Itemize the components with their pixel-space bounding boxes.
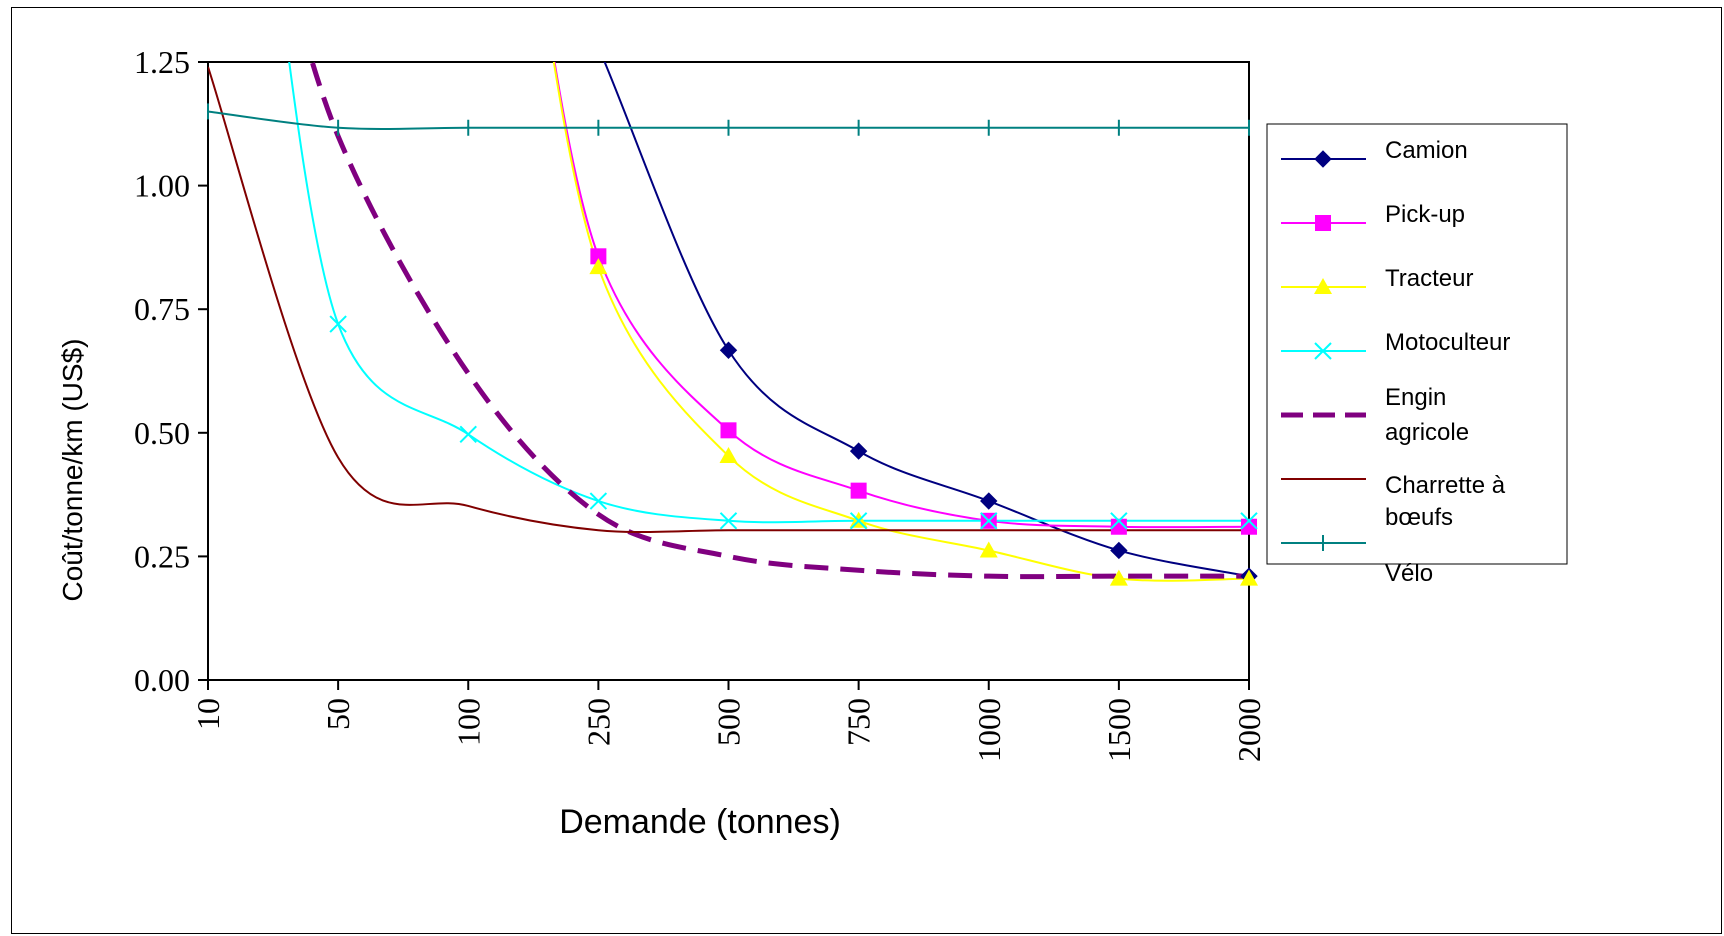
data-point (589, 492, 608, 510)
data-point (849, 512, 868, 530)
legend-label: Vélo (1385, 560, 1433, 587)
legend-label: Charrette à bœufs (1385, 472, 1506, 531)
data-point (329, 315, 347, 333)
data-point (849, 442, 868, 460)
y-tick-label: 0.75 (134, 291, 190, 327)
data-point (719, 447, 738, 464)
x-axis: 10 50 100 250 500 750 1000 1500 2000 (190, 680, 1267, 762)
data-point (1110, 512, 1128, 530)
data-point (1240, 569, 1258, 586)
data-point (1109, 569, 1128, 586)
data-point (1241, 518, 1257, 535)
series-layer (208, 62, 1249, 582)
y-axis-label: Coût/tonne/km (US$) (57, 339, 88, 602)
x-tick-label: 2000 (1231, 698, 1267, 762)
y-tick-label: 0.50 (134, 415, 190, 451)
data-point (589, 258, 608, 275)
x-tick-label: 1000 (971, 698, 1007, 762)
x-tick-label: 250 (580, 698, 616, 746)
y-tick-label: 0.00 (134, 662, 190, 698)
data-point (1240, 512, 1258, 530)
data-point (850, 482, 867, 499)
data-point (1110, 541, 1128, 560)
legend-label: Pick-up (1385, 201, 1465, 228)
legend-label: Tracteur (1385, 265, 1473, 292)
data-point (1110, 518, 1127, 535)
legend-label: Motoculteur (1385, 329, 1510, 356)
legend-label: Engin agricole (1385, 384, 1469, 446)
legend: Camion Pick-up Tracteur Motoculteur Engin agr… (1266, 123, 1568, 587)
x-tick-label: 100 (450, 698, 486, 746)
data-point (719, 341, 738, 359)
data-point (980, 492, 998, 510)
series-line (553, 62, 1249, 529)
x-tick-label: 750 (841, 698, 877, 746)
legend-label: Camion (1385, 137, 1468, 164)
y-tick-label: 0.25 (134, 538, 190, 574)
x-tick-label: 50 (320, 698, 356, 730)
data-point (719, 512, 738, 530)
x-tick-label: 10 (190, 698, 226, 730)
data-point (1314, 278, 1332, 294)
data-point (1314, 150, 1332, 168)
data-point (720, 422, 737, 439)
data-point (979, 541, 998, 558)
y-tick-label: 1.00 (134, 168, 190, 204)
data-point (1315, 215, 1331, 231)
series-line (208, 66, 1249, 533)
marker-layer (207, 103, 1258, 586)
series-line (603, 62, 1249, 578)
y-tick-label: 1.25 (134, 44, 190, 80)
data-point (1314, 342, 1332, 360)
data-point (590, 248, 607, 265)
data-point (980, 512, 998, 530)
data-point (459, 425, 477, 443)
x-tick-label: 1500 (1101, 698, 1137, 762)
x-axis-label: Demande (tonnes) (559, 803, 841, 841)
x-tick-label: 500 (711, 698, 747, 746)
series-line (288, 62, 1249, 524)
series-line (309, 62, 1249, 580)
y-axis: 0.00 0.25 0.50 0.75 1.00 1.25 (134, 44, 208, 698)
